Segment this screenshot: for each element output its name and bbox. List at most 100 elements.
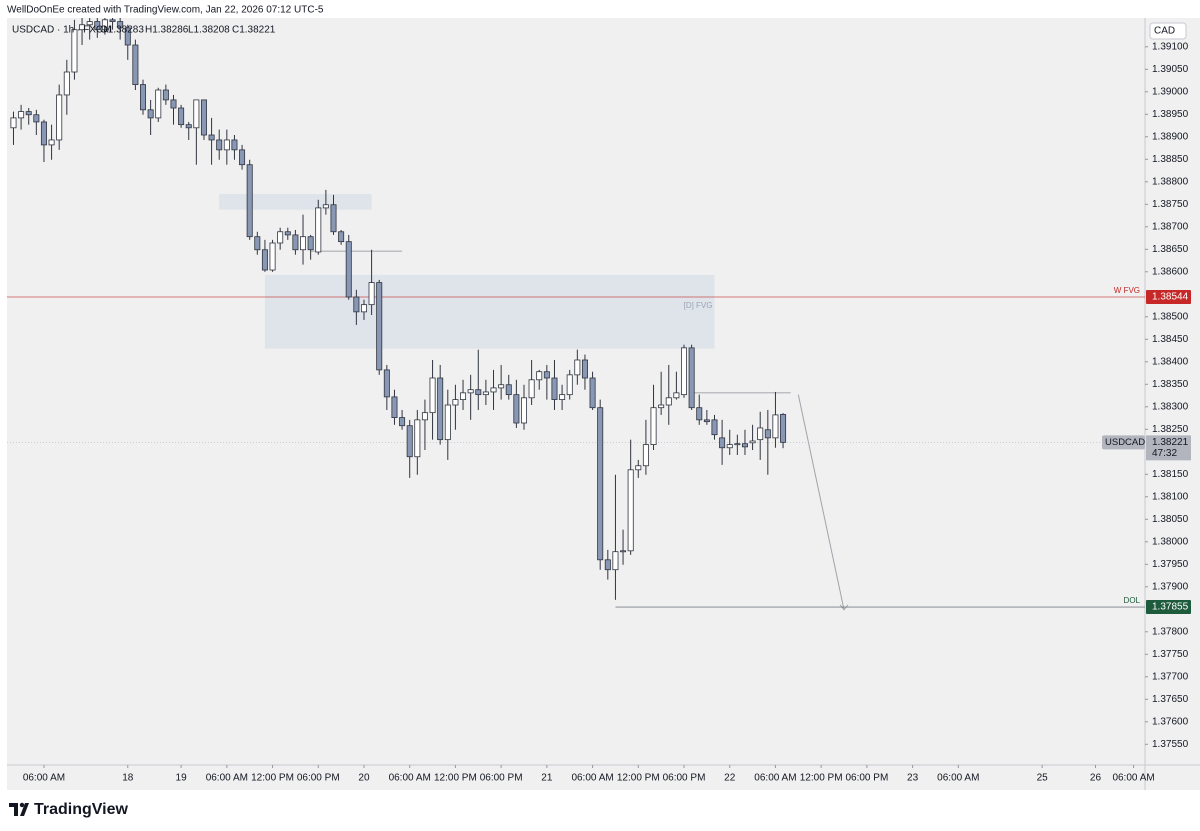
candle-body bbox=[155, 89, 162, 119]
zone bbox=[264, 274, 715, 349]
candle-body bbox=[223, 139, 230, 151]
candle-body bbox=[178, 107, 185, 126]
candle-body bbox=[140, 84, 147, 111]
candle-body bbox=[780, 414, 787, 443]
candle-body bbox=[231, 139, 238, 151]
candle-body bbox=[330, 204, 337, 233]
candle-body bbox=[63, 71, 70, 96]
candle-body bbox=[421, 412, 428, 421]
candle-body bbox=[642, 444, 649, 467]
zone bbox=[219, 193, 372, 210]
candle-body bbox=[360, 304, 367, 313]
candle-body bbox=[56, 94, 63, 141]
ohlc-label: C1.38221 bbox=[232, 25, 276, 36]
candle-body bbox=[703, 419, 710, 423]
candle-body bbox=[277, 231, 284, 244]
candle-body bbox=[513, 394, 520, 424]
candle-body bbox=[764, 429, 771, 439]
y-tick-label: 1.38500 bbox=[1152, 311, 1189, 322]
candle-body bbox=[353, 296, 360, 313]
candle-body bbox=[627, 469, 634, 552]
ohlc-label: L1.38208 bbox=[188, 25, 230, 36]
candle-body bbox=[612, 551, 619, 571]
candle-body bbox=[414, 419, 421, 458]
y-tick-label: 1.37750 bbox=[1152, 649, 1189, 660]
candle-body bbox=[741, 443, 748, 448]
candle-body bbox=[33, 114, 40, 123]
y-tick-label: 1.38400 bbox=[1152, 356, 1189, 367]
candle-body bbox=[520, 397, 527, 424]
candle-body bbox=[566, 374, 573, 396]
y-tick-label: 1.38800 bbox=[1152, 176, 1189, 187]
candle-body bbox=[452, 399, 459, 406]
plot-area: [D] FVG bbox=[7, 18, 1145, 611]
candle-body bbox=[505, 384, 512, 396]
candle-body bbox=[254, 236, 261, 251]
symbol-tag bbox=[1102, 435, 1145, 450]
candle-body bbox=[40, 121, 47, 146]
x-tick-label: 06:00 AM bbox=[389, 773, 431, 784]
candle-body bbox=[162, 89, 169, 101]
candle-body bbox=[147, 109, 154, 119]
x-tick-label: 12:00 PM bbox=[800, 773, 843, 784]
candle-body bbox=[79, 24, 86, 31]
x-tick-label: 06:00 PM bbox=[480, 773, 523, 784]
price-tag-label: 1.38544 bbox=[1152, 292, 1189, 303]
y-tick-label: 1.38900 bbox=[1152, 131, 1189, 142]
candle-body bbox=[239, 149, 246, 166]
x-tick-label: 20 bbox=[358, 773, 370, 784]
y-tick-label: 1.38650 bbox=[1152, 244, 1189, 255]
candle-body bbox=[749, 440, 756, 444]
price-tag bbox=[1146, 290, 1191, 304]
x-tick-label: 06:00 PM bbox=[663, 773, 706, 784]
candle-body bbox=[376, 282, 383, 371]
x-tick-label: 12:00 PM bbox=[434, 773, 477, 784]
countdown-label: 47:32 bbox=[1152, 448, 1177, 459]
symbol-title: USDCAD · 1h · FXCM bbox=[12, 25, 111, 36]
candle-body bbox=[726, 444, 733, 449]
candle-body bbox=[543, 371, 550, 379]
candle-body bbox=[696, 407, 703, 421]
candle-body bbox=[71, 29, 78, 73]
y-tick-label: 1.38050 bbox=[1152, 514, 1189, 525]
symbol-tag-label: USDCAD bbox=[1105, 437, 1145, 448]
logo-icon bbox=[20, 803, 29, 816]
candle-body bbox=[208, 134, 215, 141]
x-tick-label: 12:00 PM bbox=[617, 773, 660, 784]
level-label: W FVG bbox=[1114, 286, 1140, 295]
candle-body bbox=[391, 396, 398, 418]
candle-body bbox=[170, 99, 177, 109]
candle-body bbox=[292, 234, 299, 251]
y-tick-label: 1.38150 bbox=[1152, 469, 1189, 480]
candle-body bbox=[94, 21, 101, 31]
x-tick-label: 22 bbox=[724, 773, 736, 784]
y-tick-label: 1.37900 bbox=[1152, 581, 1189, 592]
candle-body bbox=[338, 231, 345, 243]
candle-body bbox=[635, 465, 642, 471]
candle-body bbox=[467, 389, 474, 394]
candle-body bbox=[559, 394, 566, 400]
x-tick-label: 19 bbox=[176, 773, 188, 784]
logo: TradingView bbox=[9, 801, 129, 818]
candle-body bbox=[193, 99, 200, 129]
y-tick-label: 1.39100 bbox=[1152, 41, 1189, 52]
candle-body bbox=[688, 347, 695, 409]
candle-body bbox=[307, 236, 314, 251]
y-tick-label: 1.39000 bbox=[1152, 86, 1189, 97]
candle-body bbox=[406, 425, 413, 458]
x-tick-label: 06:00 PM bbox=[297, 773, 340, 784]
candle-body bbox=[604, 559, 611, 571]
candle-body bbox=[322, 204, 329, 209]
candle-body bbox=[589, 377, 596, 409]
arrow-line bbox=[797, 394, 845, 610]
x-tick-label: 25 bbox=[1037, 773, 1049, 784]
candle-body bbox=[665, 397, 672, 406]
currency-box bbox=[1149, 22, 1187, 40]
price-tag-label: 1.37855 bbox=[1152, 602, 1189, 613]
x-tick-label: 23 bbox=[907, 773, 919, 784]
ohlc-label: O1.38283 bbox=[100, 25, 144, 36]
candle-body bbox=[246, 164, 253, 238]
candle-body bbox=[482, 391, 489, 396]
